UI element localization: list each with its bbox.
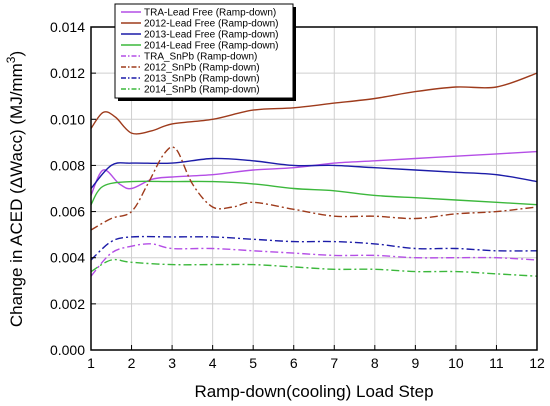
- x-tick-label: 7: [330, 355, 338, 371]
- x-tick-label: 1: [87, 355, 95, 371]
- legend-label: 2013-Lead Free (Ramp-down): [144, 30, 279, 41]
- legend-label: 2013_SnPb (Ramp-down): [144, 74, 260, 85]
- legend-label: TRA-Lead Free (Ramp-down): [144, 8, 276, 19]
- y-tick-label: 0.006: [50, 204, 85, 220]
- x-tick-label: 4: [209, 355, 217, 371]
- x-tick-label: 3: [168, 355, 176, 371]
- x-tick-label: 5: [249, 355, 257, 371]
- x-tick-label: 11: [489, 355, 504, 371]
- legend-label: 2014_SnPb (Ramp-down): [144, 85, 260, 96]
- series-line-tra-snpb-ramp-down: [90, 243, 538, 277]
- axis-ticks: 1 2 3 4 5 6 7 8 9 10 11 120.0000.0020.0040.0060.008…: [50, 19, 545, 371]
- series-line-2013-snpb-ramp-down: [90, 235, 538, 261]
- series-line-tra-lead-free-ramp-down: [90, 150, 538, 196]
- y-tick-label: 0.008: [50, 157, 85, 173]
- x-tick-label: 12: [529, 355, 545, 371]
- series-line-2012-snpb-ramp-down: [90, 146, 538, 231]
- series-layer: [90, 72, 538, 277]
- y-axis-title: Change in ACED (ΔWacc) (MJ/mm3): [4, 51, 26, 327]
- x-tick-label: 2: [128, 355, 136, 371]
- x-tick-label: 8: [371, 355, 379, 371]
- series-line-2014-snpb-ramp-down: [90, 258, 538, 277]
- legend-label: TRA_SnPb (Ramp-down): [144, 52, 257, 63]
- series-line-2012-lead-free-ramp-down: [90, 72, 538, 135]
- x-tick-label: 6: [290, 355, 298, 371]
- y-tick-label: 0.010: [50, 111, 85, 127]
- series-line-2014-lead-free-ramp-down: [90, 180, 538, 206]
- legend: TRA-Lead Free (Ramp-down)2012-Lead Free …: [114, 3, 296, 101]
- plot-frame: [90, 26, 538, 351]
- x-tick-label: 9: [411, 355, 419, 371]
- y-tick-label: 0.004: [50, 250, 85, 266]
- y-tick-label: 0.014: [50, 19, 85, 35]
- y-tick-label: 0.002: [50, 296, 85, 312]
- x-tick-label: 10: [448, 355, 464, 371]
- legend-label: 2014-Lead Free (Ramp-down): [144, 41, 279, 52]
- x-axis-title: Ramp-down(cooling) Load Step: [194, 382, 433, 401]
- y-tick-label: 0.012: [50, 65, 85, 81]
- series-line-2013-lead-free-ramp-down: [90, 157, 538, 189]
- legend-box: [114, 3, 294, 99]
- legend-label: 2012-Lead Free (Ramp-down): [144, 19, 279, 30]
- legend-label: 2012_SnPb (Ramp-down): [144, 63, 260, 74]
- y-tick-label: 0.000: [50, 342, 85, 358]
